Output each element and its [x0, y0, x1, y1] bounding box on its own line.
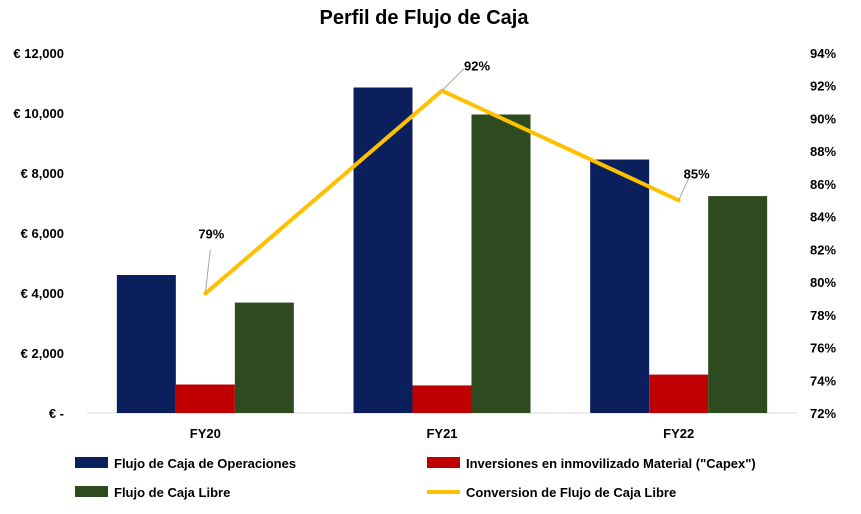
legend-swatch — [75, 486, 108, 497]
legend: Flujo de Caja de Operaciones Inversiones … — [75, 456, 756, 500]
data-label: 79% — [198, 227, 224, 242]
data-label-leader — [441, 68, 465, 91]
bar — [590, 159, 650, 413]
bar — [708, 196, 768, 413]
x-axis-tick-label: FY21 — [426, 426, 457, 441]
left-axis-tick-label: € 4,000 — [21, 286, 64, 301]
x-axis-tick-label: FY22 — [663, 426, 694, 441]
right-axis-tick-label: 74% — [810, 373, 836, 388]
left-axis-tick-label: € - — [49, 406, 64, 421]
right-axis-tick-label: 88% — [810, 144, 836, 159]
left-axis-tick-label: € 8,000 — [21, 166, 64, 181]
chart-title: Perfil de Flujo de Caja — [320, 7, 530, 29]
data-label: 92% — [464, 59, 490, 74]
left-axis-tick-label: € 6,000 — [21, 226, 64, 241]
right-axis-tick-label: 84% — [810, 210, 836, 225]
left-axis-tick-label: € 2,000 — [21, 346, 64, 361]
legend-swatch — [75, 457, 108, 468]
right-axis-tick-label: 76% — [810, 341, 836, 356]
x-axis-tick-label: FY20 — [190, 426, 221, 441]
x-axis-labels: FY20 FY21 FY22 — [190, 426, 694, 441]
right-axis-tick-label: 90% — [810, 111, 836, 126]
right-axis-tick-label: 80% — [810, 275, 836, 290]
data-label: 85% — [684, 166, 710, 181]
data-label-leader — [204, 249, 211, 294]
bar — [649, 374, 709, 413]
bar — [234, 302, 294, 413]
right-axis-tick-label: 92% — [810, 79, 836, 94]
bar — [412, 385, 472, 413]
bar — [353, 87, 413, 413]
legend-label: Conversion de Flujo de Caja Libre — [466, 485, 676, 500]
right-axis-tick-label: 82% — [810, 242, 836, 257]
conversion-line-series: 79% 92% 85% — [198, 59, 710, 296]
left-axis-tick-label: € 10,000 — [13, 106, 64, 121]
right-axis-tick-label: 78% — [810, 308, 836, 323]
bar — [175, 384, 235, 413]
bar-series — [116, 87, 768, 413]
legend-swatch — [427, 457, 460, 468]
right-axis-tick-label: 86% — [810, 177, 836, 192]
right-axis-tick-label: 72% — [810, 406, 836, 421]
bar — [471, 114, 531, 413]
legend-label: Flujo de Caja Libre — [114, 485, 230, 500]
data-label-leader — [678, 178, 690, 201]
right-y-axis: 72% 74% 76% 78% 80% 82% 84% 86% 88% 90% 92% 94% — [810, 46, 836, 421]
left-axis-tick-label: € 12,000 — [13, 46, 64, 61]
right-axis-tick-label: 94% — [810, 46, 836, 61]
bar — [116, 275, 176, 413]
legend-label: Inversiones en inmovilizado Material ("C… — [466, 456, 756, 471]
legend-label: Flujo de Caja de Operaciones — [114, 456, 296, 471]
left-y-axis: € - € 2,000 € 4,000 € 6,000 € 8,000 € 10,000 €… — [13, 46, 64, 421]
